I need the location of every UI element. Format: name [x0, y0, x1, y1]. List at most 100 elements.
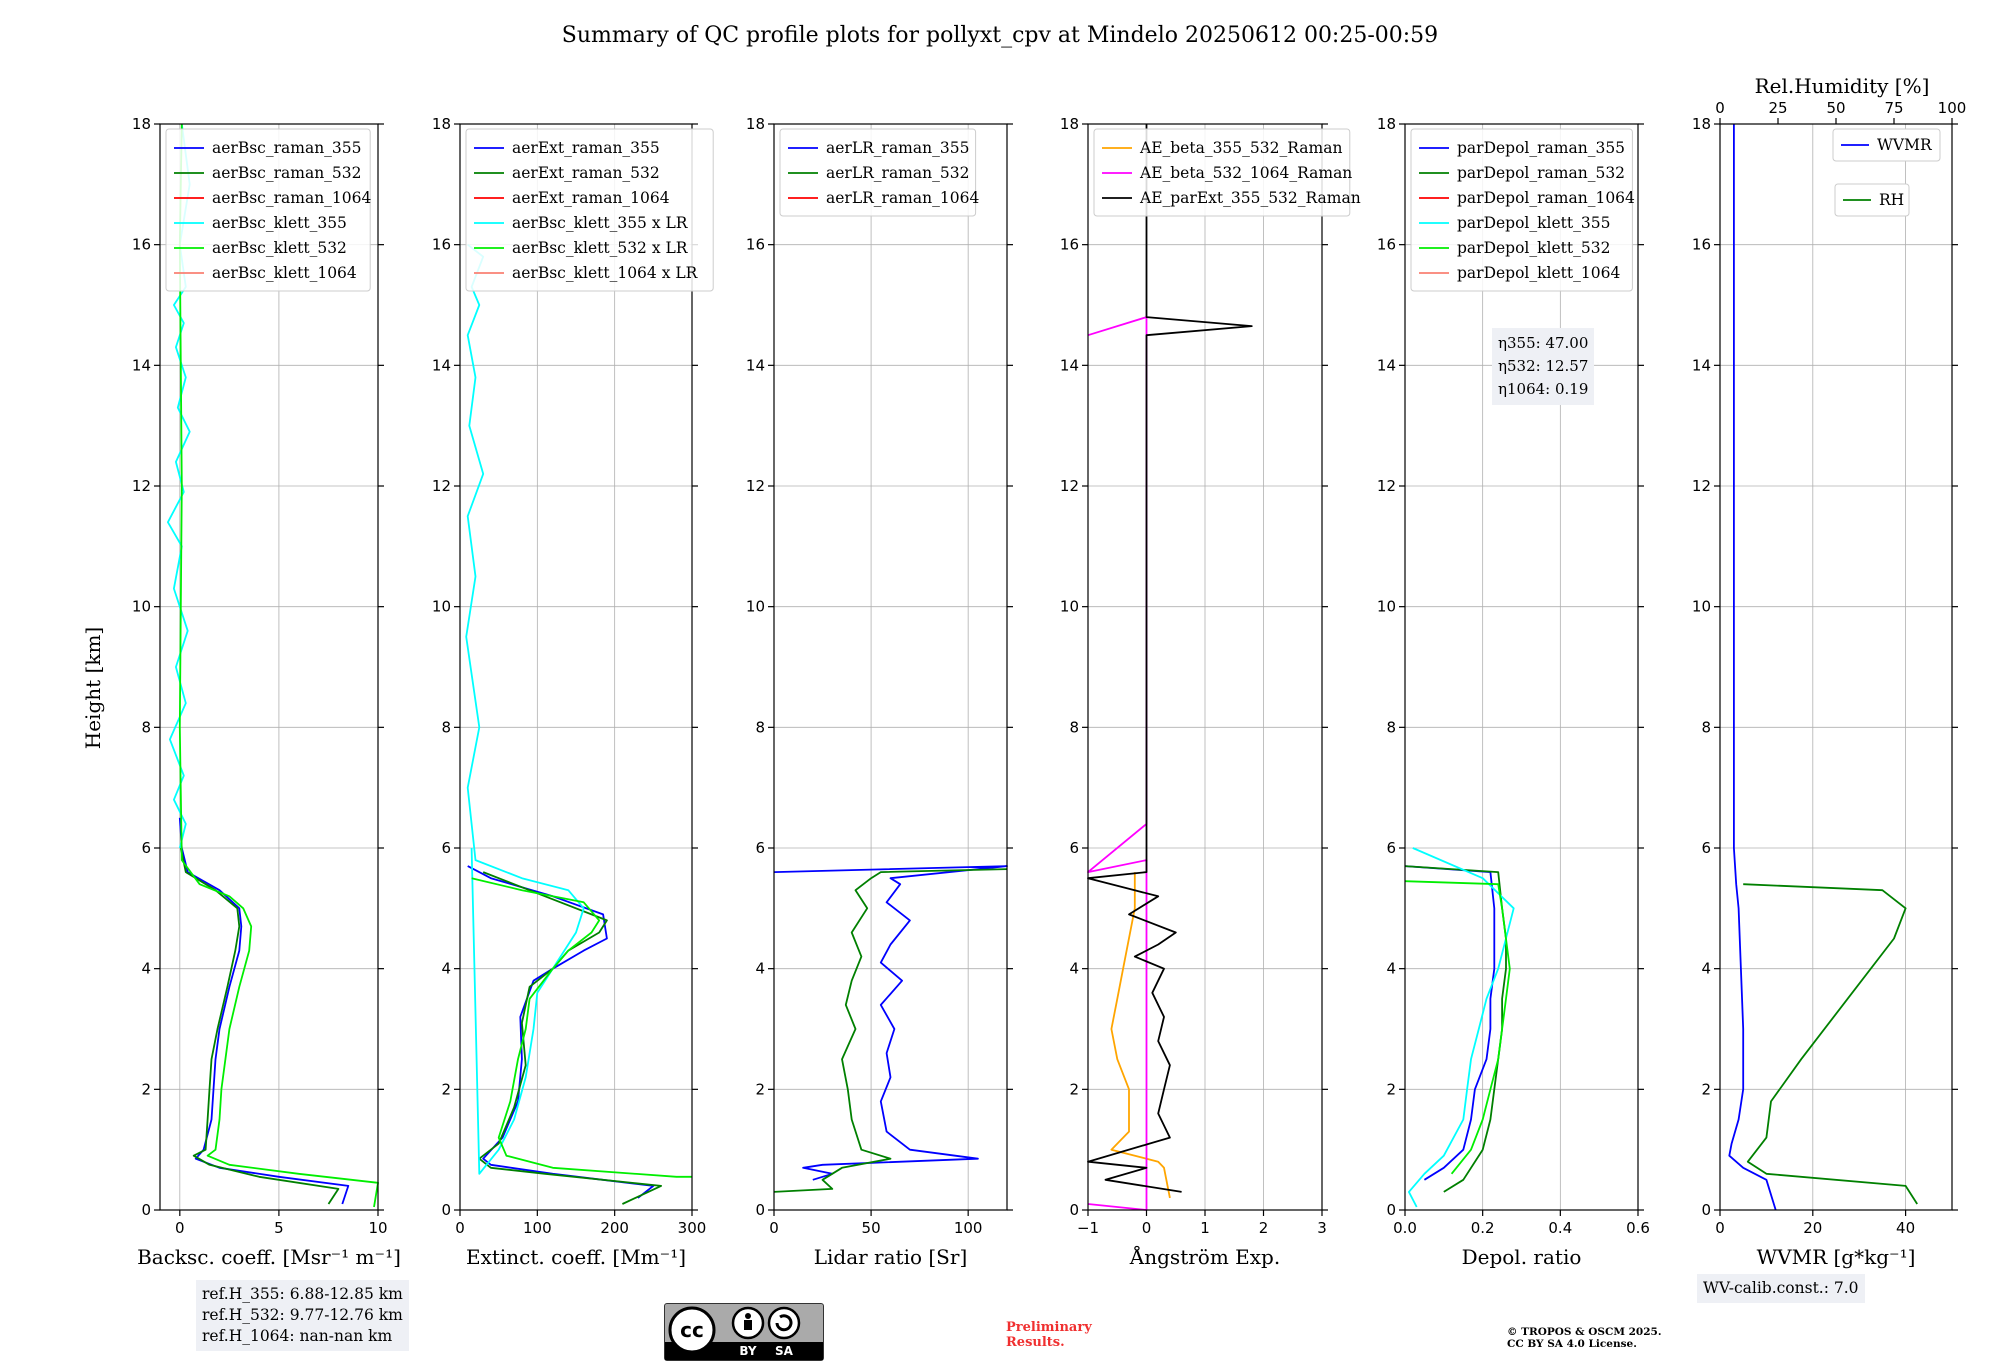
- sa-label: SA: [775, 1344, 794, 1358]
- x-axis-label: WVMR [g*kg⁻¹]: [1757, 1245, 1916, 1269]
- x-tick-label: 3: [1317, 1219, 1327, 1237]
- grid: [773, 123, 1007, 1211]
- y-tick-label: 14: [1377, 356, 1396, 374]
- series-line-RH: [1743, 883, 1918, 1205]
- y-tick-label: 10: [432, 598, 451, 616]
- copyright-line-2: CC BY SA 4.0 License.: [1507, 1338, 1637, 1350]
- legend-label: aerBsc_klett_532 x LR: [512, 239, 689, 257]
- legend-label: aerLR_raman_532: [826, 164, 969, 182]
- y-tick-label: 2: [1069, 1080, 1079, 1098]
- y-tick-label: 4: [1701, 960, 1711, 978]
- x-axis-label: Ångström Exp.: [1129, 1244, 1280, 1269]
- series-line-WVMR: [1728, 124, 1777, 1211]
- y-tick-label: 14: [746, 356, 765, 374]
- legend-label: parDepol_raman_1064: [1457, 189, 1635, 207]
- x-tick-label: 0.4: [1548, 1219, 1572, 1237]
- x-tick-label: 100: [954, 1219, 983, 1237]
- y-tick-label: 16: [132, 236, 151, 254]
- series-line-AE_beta_355_532_Raman: [1110, 872, 1171, 1199]
- legend-label: AE_beta_532_1064_Raman: [1139, 164, 1352, 182]
- y-tick-label: 16: [1692, 236, 1711, 254]
- legend-label: aerExt_raman_532: [512, 164, 660, 182]
- y-tick-label: 10: [132, 598, 151, 616]
- y-tick-label: 16: [746, 236, 765, 254]
- ref-height-355: ref.H_355: 6.88-12.85 km: [202, 1285, 403, 1303]
- axes-frame: [1404, 123, 1639, 1211]
- y-tick-label: 18: [1377, 115, 1396, 133]
- x2-tick-label: 0: [1715, 99, 1725, 117]
- y-tick-label: 4: [141, 960, 151, 978]
- preliminary-results-note: Preliminary Results.: [1006, 1320, 1092, 1350]
- legend-box: [1832, 128, 1941, 162]
- legend-label: aerLR_raman_355: [826, 139, 969, 157]
- y-tick-label: 0: [1701, 1201, 1711, 1219]
- preliminary-line-2: Results.: [1006, 1335, 1065, 1350]
- y-tick-label: 4: [441, 960, 451, 978]
- by-label: BY: [739, 1344, 756, 1358]
- y-tick-label: 6: [141, 839, 151, 857]
- x-tick-label: 100: [523, 1219, 552, 1237]
- series-line-parDepol_raman_355: [1404, 865, 1496, 1181]
- x-tick-label: 0.0: [1393, 1219, 1417, 1237]
- secondary-x-axis-label: Rel.Humidity [%]: [1755, 74, 1930, 98]
- legend-label: AE_parExt_355_532_Raman: [1139, 189, 1361, 207]
- eta-355: η355: 47.00: [1498, 334, 1589, 352]
- x-tick-label: 10: [368, 1219, 387, 1237]
- y-tick-label: 12: [132, 477, 151, 495]
- x-tick-label: 5: [274, 1219, 284, 1237]
- y-tick-label: 16: [1060, 236, 1079, 254]
- x-tick-label: 0: [175, 1219, 185, 1237]
- series-line-AE_parExt_355_532_Raman: [1087, 124, 1253, 1193]
- axes-frame: [773, 123, 1008, 1211]
- series-line-aerBsc_klett_355 x LR: [465, 243, 585, 1175]
- x-axis-label: Extinct. coeff. [Mm⁻¹]: [466, 1245, 686, 1269]
- series-group: [167, 123, 379, 1208]
- legend-box: [1093, 128, 1351, 217]
- y-tick-label: 8: [755, 718, 765, 736]
- copyright-note: © TROPOS & OSCM 2025. CC BY SA 4.0 Licen…: [1507, 1326, 1662, 1350]
- shared-y-axis-label: Height [km]: [81, 627, 105, 749]
- legend-label: aerBsc_raman_355: [212, 139, 362, 157]
- x-axis-label: Depol. ratio: [1462, 1245, 1582, 1269]
- y-tick-label: 8: [441, 718, 451, 736]
- legend-box: [1410, 128, 1633, 292]
- axes-frame: [1719, 123, 1953, 1211]
- legend-label: aerBsc_klett_355: [212, 214, 347, 232]
- series-line-aerExt_raman_532: [478, 871, 662, 1205]
- x-tick-label: 300: [678, 1219, 707, 1237]
- legend-label: aerLR_raman_1064: [826, 189, 979, 207]
- y-tick-label: 0: [755, 1201, 765, 1219]
- series-line-parDepol_klett_532: [1404, 880, 1511, 1175]
- legend-label: aerBsc_raman_532: [212, 164, 362, 182]
- y-tick-label: 0: [141, 1201, 151, 1219]
- x-tick-label: 0.6: [1626, 1219, 1650, 1237]
- legend-label: aerExt_raman_1064: [512, 189, 670, 207]
- x-tick-label: 20: [1803, 1219, 1822, 1237]
- y-tick-label: 2: [1386, 1080, 1396, 1098]
- x-tick-label: 0.2: [1471, 1219, 1495, 1237]
- legend-box: [165, 128, 371, 292]
- wv-calib-const: WV-calib.const.: 7.0: [1703, 1279, 1859, 1297]
- series-line-aerBsc_klett_355: [167, 123, 191, 849]
- y-tick-label: 2: [141, 1080, 151, 1098]
- y-tick-label: 4: [1386, 960, 1396, 978]
- legend-box: [465, 128, 714, 292]
- y-tick-label: 4: [1069, 960, 1079, 978]
- ref-height-532: ref.H_532: 9.77-12.76 km: [202, 1306, 403, 1324]
- eta-1064: η1064: 0.19: [1498, 380, 1589, 398]
- eta-532: η532: 12.57: [1498, 357, 1589, 375]
- legend-label: AE_beta_355_532_Raman: [1139, 139, 1342, 157]
- panel-5: 0 2 4 6 8 10 12 14 16 18 0.0 0.2 0.4 0.6 Depol. ratio p…: [1377, 115, 1650, 1269]
- x-tick-label: 40: [1896, 1219, 1915, 1237]
- x-tick-label: 0: [455, 1219, 465, 1237]
- x-tick-label: −1: [1077, 1219, 1099, 1237]
- series-line-aerBsc_raman_532: [179, 847, 340, 1205]
- x2-tick-label: 25: [1768, 99, 1787, 117]
- x-tick-label: 2: [1259, 1219, 1269, 1237]
- y-tick-label: 0: [441, 1201, 451, 1219]
- figure-title: Summary of QC profile plots for pollyxt_…: [562, 23, 1438, 48]
- y-tick-label: 18: [432, 115, 451, 133]
- y-tick-label: 18: [1060, 115, 1079, 133]
